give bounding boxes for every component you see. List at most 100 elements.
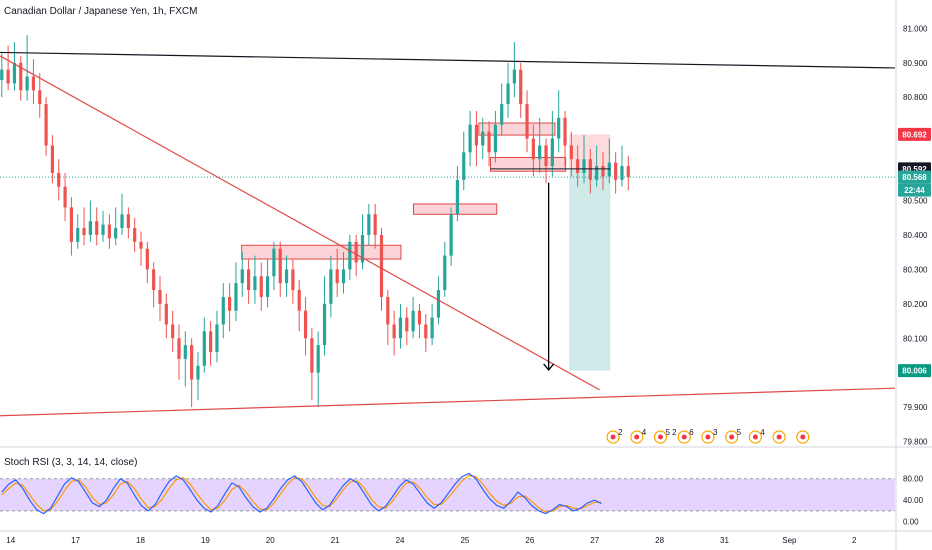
candle-body xyxy=(576,159,580,173)
candle-body xyxy=(38,90,42,105)
candle-body xyxy=(550,138,554,167)
y-tick-label: 81.000 xyxy=(903,24,928,33)
candle-body xyxy=(563,117,567,146)
candle-body xyxy=(557,117,561,139)
x-tick-label: 28 xyxy=(655,536,664,545)
candle-body xyxy=(582,159,586,173)
supply-zone xyxy=(478,122,556,136)
y-tick-label: 79.900 xyxy=(903,403,928,412)
candle-body xyxy=(620,166,624,180)
candle-body xyxy=(379,234,384,297)
candle-body xyxy=(335,269,339,284)
candle-body xyxy=(88,221,92,235)
candle-body xyxy=(190,345,194,380)
candle-body xyxy=(329,269,333,304)
candle-body xyxy=(177,338,181,359)
price-tag-label: 22:44 xyxy=(904,186,925,195)
candle-body xyxy=(183,345,187,359)
candle-body xyxy=(398,317,403,339)
candle-body xyxy=(462,152,466,180)
stoch-rsi-label: Stoch RSI (3, 3, 14, 14, close) xyxy=(4,457,137,468)
candle-body xyxy=(107,224,111,239)
supply-zone xyxy=(241,244,402,260)
event-marker-label: 5 xyxy=(737,428,742,437)
candle-body xyxy=(139,241,143,249)
candle-body xyxy=(348,241,352,270)
candle-body xyxy=(500,104,504,125)
event-marker-dot xyxy=(729,434,735,440)
stoch-rsi-tick-label: 40.00 xyxy=(903,496,924,505)
candle-body xyxy=(221,296,225,325)
candle-body xyxy=(487,131,491,153)
y-tick-label: 80.200 xyxy=(903,300,928,309)
event-marker-dot xyxy=(610,434,616,440)
candle-body xyxy=(202,331,206,366)
stoch-rsi-axis[interactable]: 80.00 40.00 0.00 xyxy=(903,475,924,527)
candle-body xyxy=(158,290,162,304)
candle-body xyxy=(417,310,422,325)
candle-body xyxy=(614,162,618,180)
event-marker-dot xyxy=(681,434,687,440)
candle-body xyxy=(171,324,175,339)
supply-zone xyxy=(412,203,498,215)
candle-body xyxy=(25,76,29,91)
candle-body xyxy=(455,179,460,215)
candle-body xyxy=(6,69,10,84)
event-marker-label: 3 xyxy=(713,428,718,437)
candle-body xyxy=(303,310,308,339)
price-pane[interactable]: 2 4 5 2 6 3 5 4 xyxy=(0,35,896,444)
descending-trendline xyxy=(0,55,600,391)
y-tick-label: 80.800 xyxy=(903,93,928,102)
event-marker-label: 4 xyxy=(642,428,647,437)
candle-body xyxy=(436,290,441,318)
event-marker-dot xyxy=(776,434,782,440)
x-tick-label: 14 xyxy=(6,536,15,545)
y-tick-label: 79.800 xyxy=(903,438,928,447)
candle-body xyxy=(405,317,409,332)
candle-body xyxy=(44,104,48,146)
time-axis[interactable]: 14 17 18 19 20 21 24 25 26 27 28 31 Sep 2 xyxy=(6,536,857,545)
candle-body xyxy=(310,338,314,373)
stoch-rsi-pane[interactable]: Stoch RSI (3, 3, 14, 14, close) xyxy=(0,457,895,515)
event-marker-label: 5 2 xyxy=(666,428,678,437)
candle-body xyxy=(468,124,472,153)
candle-body xyxy=(76,228,80,242)
candle-body xyxy=(57,172,61,187)
candle-body xyxy=(626,166,630,178)
price-tag xyxy=(898,127,931,141)
position-reward-zone xyxy=(569,168,611,371)
price-tag xyxy=(898,183,931,197)
candle-body xyxy=(588,159,592,180)
candle-body xyxy=(0,69,4,80)
candle-body xyxy=(196,365,200,380)
candle-body xyxy=(164,303,168,325)
x-tick-label: Sep xyxy=(782,536,797,545)
candle-body xyxy=(531,138,535,160)
candle-body xyxy=(265,276,270,297)
y-tick-label: 80.400 xyxy=(903,231,928,240)
candle-body xyxy=(50,145,55,173)
candle-body xyxy=(386,296,390,325)
event-marker-label: 6 xyxy=(689,428,694,437)
candle-body xyxy=(569,145,573,160)
candle-body xyxy=(31,76,36,91)
candle-body xyxy=(474,124,479,146)
candle-body xyxy=(284,269,289,284)
candle-body xyxy=(63,186,67,208)
candle-body xyxy=(360,234,365,263)
candle-body xyxy=(126,214,130,229)
candle-body xyxy=(525,104,529,139)
x-tick-label: 2 xyxy=(852,536,857,545)
candle-body xyxy=(114,228,118,239)
event-marker-dot xyxy=(800,434,806,440)
candle-body xyxy=(12,62,17,84)
support-trendline xyxy=(0,387,896,417)
candle-body xyxy=(120,214,124,229)
projection-arrowhead xyxy=(543,363,555,371)
candle-body xyxy=(595,166,599,180)
x-tick-label: 19 xyxy=(201,536,210,545)
price-tag xyxy=(898,170,931,184)
event-marker-dot xyxy=(705,434,711,440)
